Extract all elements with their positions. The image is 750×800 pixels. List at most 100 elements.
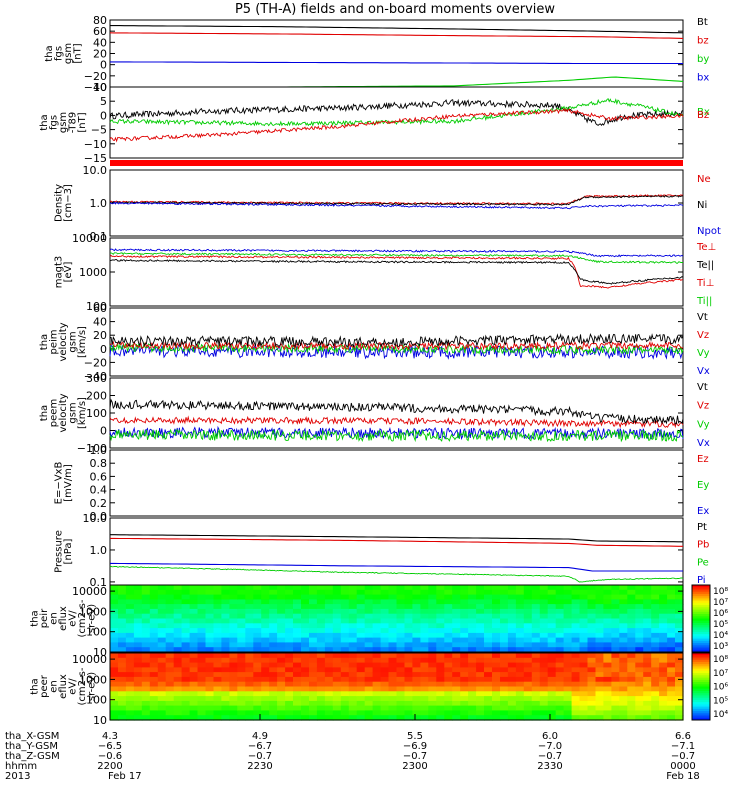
spectrogram-cell <box>253 628 262 634</box>
spectrogram-cell <box>619 608 628 615</box>
spectrogram-cell <box>428 700 437 707</box>
spectrogram-cell <box>404 686 414 692</box>
spectrogram-cell <box>118 672 127 678</box>
spectrogram-cell <box>428 691 437 697</box>
spectrogram-cell <box>515 696 525 702</box>
spectrogram-cell <box>340 628 350 634</box>
spectrogram-cell <box>627 676 636 683</box>
spectrogram-cell <box>380 667 390 673</box>
spectrogram-cell <box>245 653 254 659</box>
spectrogram-cell <box>133 599 143 605</box>
spectrogram-cell <box>587 623 597 629</box>
spectrogram-cell <box>205 613 215 620</box>
spectrogram-cell <box>221 594 230 600</box>
spectrogram-cell <box>571 623 581 629</box>
spectrogram-cell <box>452 618 461 624</box>
spectrogram-cell <box>372 705 382 711</box>
spectrogram-cell <box>237 691 246 697</box>
spectrogram-cell <box>579 696 589 702</box>
spectrogram-cell <box>364 686 374 692</box>
colorbar-step <box>692 668 710 672</box>
spectrogram-cell <box>165 589 175 596</box>
spectrogram-cell <box>412 700 421 707</box>
spectrogram-cell <box>515 613 525 620</box>
spectrogram-cell <box>428 657 437 664</box>
spectrogram-cell <box>484 662 493 668</box>
spectrogram-cell <box>444 657 453 664</box>
spectrogram-cell <box>619 691 628 697</box>
spectrogram-cell <box>452 589 461 596</box>
spectrogram-cell <box>444 681 453 688</box>
spectrogram-cell <box>484 696 493 702</box>
spectrogram-cell <box>205 623 215 629</box>
spectrogram-cell <box>324 662 334 668</box>
y-axis-label-line: peim <box>49 329 60 354</box>
legend-label: Ey <box>697 480 709 491</box>
spectrogram-cell <box>539 618 549 624</box>
spectrogram-cell <box>118 653 127 659</box>
spectrogram-cell <box>404 589 414 596</box>
spectrogram-cell <box>404 642 414 648</box>
spectrogram-cell <box>380 613 390 620</box>
panel-frame <box>109 237 684 307</box>
spectrogram-cell <box>213 657 223 664</box>
spectrogram-cell <box>197 672 207 678</box>
spectrogram-cell <box>277 604 286 610</box>
spectrogram-cell <box>507 696 517 702</box>
spectrogram-cell <box>213 681 223 688</box>
spectrogram-cell <box>324 608 334 615</box>
spectrogram-cell <box>237 642 246 648</box>
spectrogram-cell <box>213 653 223 659</box>
spectrogram-cell <box>269 618 278 624</box>
y-tick-label: −15 <box>84 152 107 165</box>
spectrogram-cell <box>428 594 437 600</box>
spectrogram-cell <box>133 705 143 711</box>
spectrogram-cell <box>420 686 429 692</box>
spectrogram-cell <box>261 686 270 692</box>
spectrogram-cell <box>293 599 302 605</box>
spectrogram-cell <box>523 672 533 678</box>
x-date-end: Feb 18 <box>666 771 700 782</box>
spectrogram-cell <box>110 705 119 711</box>
spectrogram-cell <box>492 623 501 629</box>
spectrogram-cell <box>500 594 509 600</box>
spectrogram-cell <box>452 642 461 648</box>
spectrogram-cell <box>110 686 119 692</box>
spectrogram-cell <box>197 632 207 639</box>
spectrogram-cell <box>619 599 628 605</box>
spectrogram-cell <box>595 608 605 615</box>
spectrogram-cell <box>404 667 414 673</box>
spectrogram-cell <box>301 715 310 721</box>
spectrogram-cell <box>515 686 525 692</box>
spectrogram-cell <box>364 599 374 605</box>
spectrogram-cell <box>643 686 652 692</box>
spectrogram-cell <box>165 681 175 688</box>
spectrogram-cell <box>149 676 159 683</box>
spectrogram-cell <box>277 700 286 707</box>
series-line-black <box>109 398 684 425</box>
spectrogram-cell <box>133 594 143 600</box>
legend-label: Ex <box>697 506 709 517</box>
x-tick-value: 4.3 <box>102 731 118 742</box>
spectrogram-cell <box>388 618 398 624</box>
spectrogram-cell <box>444 710 453 716</box>
spectrogram-cell <box>579 676 589 683</box>
y-tick-label: 200 <box>86 390 107 403</box>
spectrogram-cell <box>507 700 517 707</box>
spectrogram-cell <box>396 662 406 668</box>
spectrogram-cell <box>301 618 310 624</box>
spectrogram-cell <box>619 613 628 620</box>
spectrogram-cell <box>141 618 151 624</box>
spectrogram-cell <box>245 613 254 620</box>
spectrogram-cell <box>587 589 597 596</box>
y-tick-label: 10 <box>93 714 107 727</box>
spectrogram-cell <box>340 667 350 673</box>
spectrogram-cell <box>428 705 437 711</box>
spectrogram-cell <box>356 705 366 711</box>
spectrogram-cell <box>356 623 366 629</box>
spectrogram-cell <box>205 662 215 668</box>
spectrogram-cell <box>118 604 127 610</box>
